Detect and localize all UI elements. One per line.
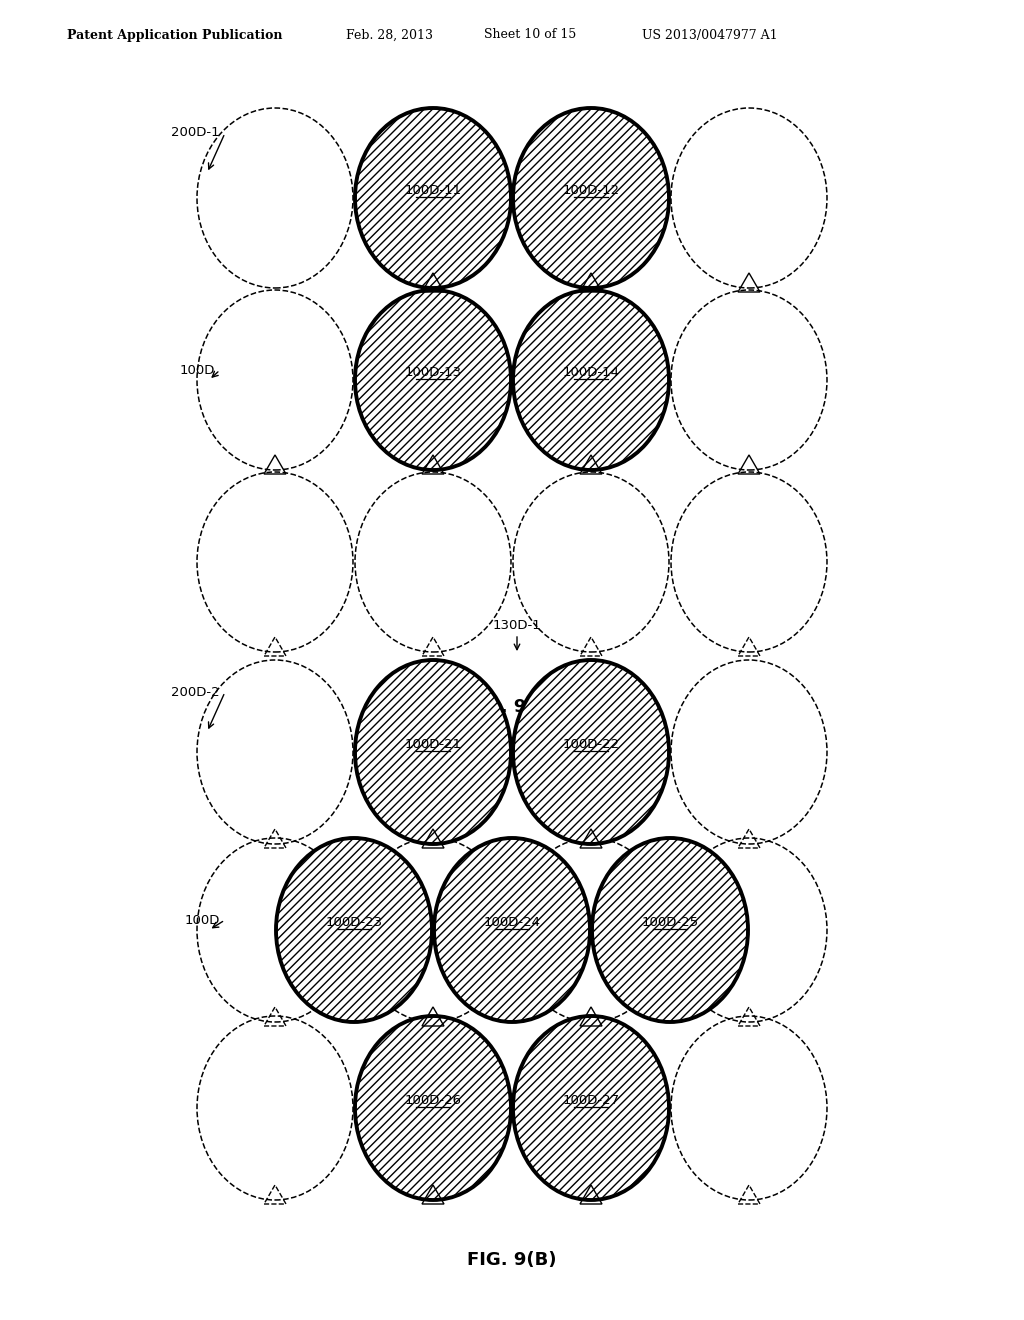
Text: Patent Application Publication: Patent Application Publication xyxy=(68,29,283,41)
Text: 100D-13: 100D-13 xyxy=(404,366,462,379)
Ellipse shape xyxy=(355,290,511,470)
Text: 100D-26: 100D-26 xyxy=(404,1093,462,1106)
Ellipse shape xyxy=(513,1016,669,1200)
Text: Feb. 28, 2013: Feb. 28, 2013 xyxy=(346,29,433,41)
Ellipse shape xyxy=(276,838,432,1022)
Text: 100D: 100D xyxy=(184,913,220,927)
Ellipse shape xyxy=(513,290,669,470)
Ellipse shape xyxy=(513,108,669,288)
Text: FIG. 9(A): FIG. 9(A) xyxy=(467,698,557,715)
Text: 100D-14: 100D-14 xyxy=(562,366,620,379)
Ellipse shape xyxy=(276,838,432,1022)
Text: US 2013/0047977 A1: US 2013/0047977 A1 xyxy=(642,29,778,41)
Ellipse shape xyxy=(592,838,748,1022)
Text: 100D-12: 100D-12 xyxy=(562,183,620,197)
Ellipse shape xyxy=(355,660,511,843)
Ellipse shape xyxy=(513,290,669,470)
Text: 100D-24: 100D-24 xyxy=(483,916,541,928)
Ellipse shape xyxy=(513,660,669,843)
Text: 100D: 100D xyxy=(179,363,215,376)
Ellipse shape xyxy=(434,838,590,1022)
Ellipse shape xyxy=(592,838,748,1022)
Text: FIG. 9(B): FIG. 9(B) xyxy=(467,1251,557,1269)
Ellipse shape xyxy=(355,108,511,288)
Ellipse shape xyxy=(355,1016,511,1200)
Ellipse shape xyxy=(513,1016,669,1200)
Text: 130D-1: 130D-1 xyxy=(493,619,542,632)
Ellipse shape xyxy=(513,108,669,288)
Text: 100D-21: 100D-21 xyxy=(404,738,462,751)
Text: 200D-1: 200D-1 xyxy=(171,127,220,140)
Text: 100D-27: 100D-27 xyxy=(562,1093,620,1106)
Text: 100D-23: 100D-23 xyxy=(326,916,383,928)
Text: 100D-25: 100D-25 xyxy=(641,916,698,928)
Ellipse shape xyxy=(513,660,669,843)
Ellipse shape xyxy=(434,838,590,1022)
Text: 100D-11: 100D-11 xyxy=(404,183,462,197)
Text: 100D-22: 100D-22 xyxy=(562,738,620,751)
Ellipse shape xyxy=(355,1016,511,1200)
Ellipse shape xyxy=(355,660,511,843)
Text: Sheet 10 of 15: Sheet 10 of 15 xyxy=(484,29,577,41)
Ellipse shape xyxy=(355,290,511,470)
Text: 200D-2: 200D-2 xyxy=(171,685,220,698)
Ellipse shape xyxy=(355,108,511,288)
